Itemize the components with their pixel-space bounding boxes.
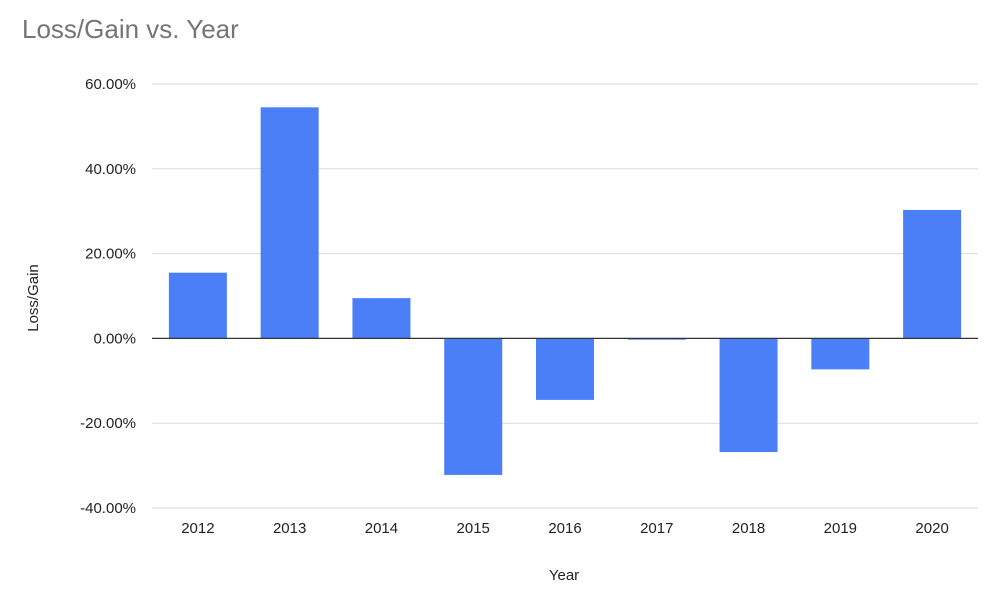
x-tick-label: 2013	[273, 520, 306, 537]
x-tick-label: 2012	[181, 520, 214, 537]
x-tick-label: 2017	[640, 520, 673, 537]
bar-2016	[536, 338, 594, 400]
bar-2015	[444, 338, 503, 475]
y-tick-label: 60.00%	[85, 76, 136, 93]
bars	[168, 107, 962, 475]
bar-2014	[352, 298, 411, 339]
y-tick-label: 40.00%	[85, 161, 136, 178]
x-tick-label: 2015	[457, 520, 490, 537]
y-tick-label: -20.00%	[80, 415, 136, 432]
y-tick-label: 20.00%	[85, 246, 136, 263]
bar-2019	[811, 338, 870, 370]
x-tick-label: 2014	[365, 520, 398, 537]
x-tick-label: 2020	[915, 520, 948, 537]
y-tick-labels: -40.00% -20.00% 0.00% 20.00% 40.00% 60.00%	[80, 76, 136, 517]
x-tick-labels: 2012 2013 2014 2015 2016 2017 2018 2019 2020	[181, 520, 949, 537]
bar-2020	[903, 209, 962, 339]
bar-2012	[168, 272, 227, 339]
y-axis-title: Loss/Gain	[25, 264, 42, 332]
x-axis-title: Year	[549, 567, 579, 584]
x-tick-label: 2019	[824, 520, 857, 537]
y-tick-label: -40.00%	[80, 500, 136, 517]
y-tick-label: 0.00%	[93, 330, 136, 347]
x-tick-label: 2016	[548, 520, 581, 537]
x-tick-label: 2018	[732, 520, 765, 537]
bar-2013	[260, 107, 319, 339]
bar-2018	[719, 338, 778, 453]
chart-title: Loss/Gain vs. Year	[22, 14, 239, 44]
